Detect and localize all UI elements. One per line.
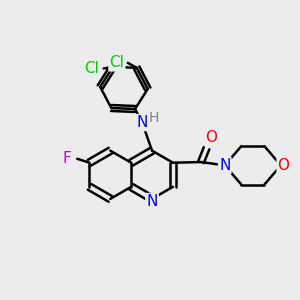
Text: F: F [63,151,72,166]
Text: O: O [205,130,217,145]
Text: H: H [148,111,159,124]
Text: N: N [136,115,148,130]
Text: Cl: Cl [84,61,99,76]
Text: O: O [278,158,290,173]
Text: N: N [219,158,230,173]
Text: Cl: Cl [110,56,124,70]
Text: N: N [146,194,158,209]
